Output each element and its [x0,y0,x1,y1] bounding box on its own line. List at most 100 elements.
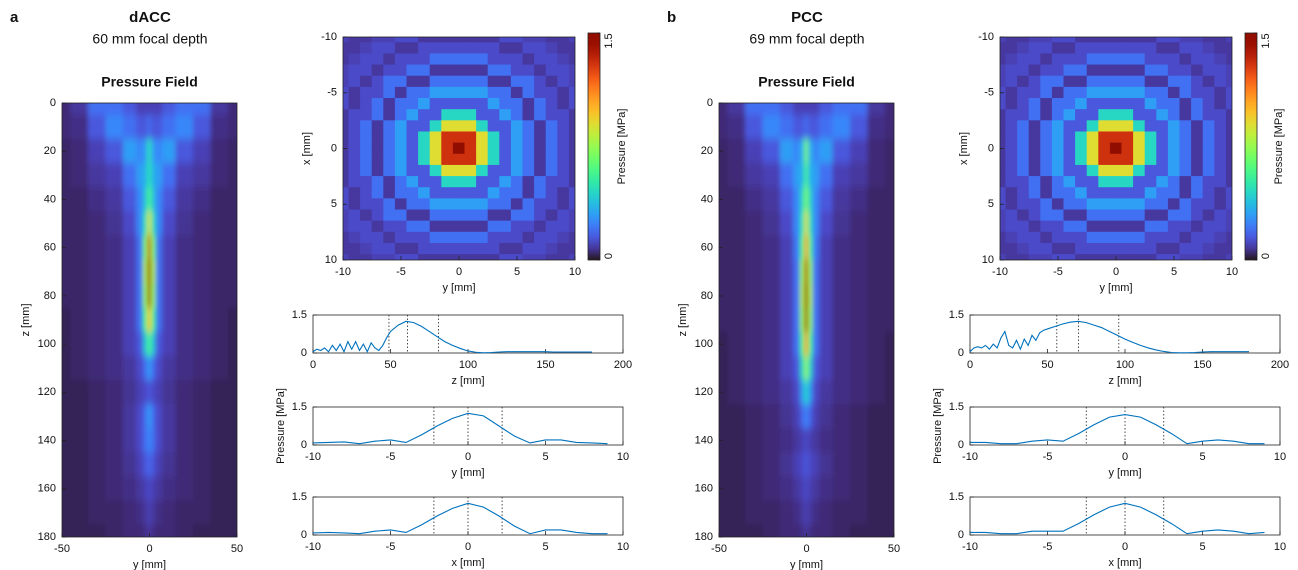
heatmap-cell [464,164,477,177]
heatmap-cell [105,452,124,478]
heatmap-cell [1167,86,1181,99]
heatmap-cell [1109,153,1123,166]
heatmap-cell [371,120,384,133]
heatmap-cell [476,198,489,211]
heatmap-cell [1017,164,1030,177]
heatmap-cell [522,164,535,177]
heatmap-cell [487,131,500,144]
heatmap-cell [804,114,809,140]
heatmap-cell [812,187,820,212]
heatmap-cell [719,211,729,236]
heatmap-cell [849,283,869,309]
heatmap-cell [819,500,834,526]
heatmap-cell [70,235,89,261]
heatmap-cell [105,404,124,429]
heatmap-cell [343,98,350,110]
heatmap-cell [812,476,820,502]
heatmap-cell [1098,86,1111,99]
heatmap-cell [210,114,229,140]
heatmap-cell [849,379,869,405]
heatmap-cell [884,307,894,333]
heatmap-cell [429,42,442,55]
heatmap-cell [87,379,107,405]
heatmap-cell [155,138,163,164]
heatmap-cell [779,114,794,140]
heatmap-cell [1028,131,1041,144]
heatmap-cell [779,355,794,381]
heatmap-cell [1121,198,1134,211]
heatmap-cell [227,187,237,212]
heatmap-cell [383,120,396,133]
heatmap-cell [147,235,152,261]
heatmap-cell [394,198,408,211]
heatmap-cell [162,307,177,333]
heatmap-cell [1000,254,1007,260]
heatmap-cell [394,220,408,233]
y-tick-label: 1.5 [292,309,307,321]
heatmap-cell [1214,64,1227,77]
heatmap-cell [122,103,137,116]
heatmap-cell [1191,242,1204,255]
heatmap-cell [534,231,547,244]
heatmap-cell [793,476,801,502]
heatmap-cell [499,220,512,233]
heatmap-cell [1017,42,1030,55]
heatmap-cell [1156,75,1169,88]
heatmap-cell [744,476,764,502]
heatmap-cell [1000,164,1007,177]
heatmap-cell [147,103,152,116]
heatmap-cell [545,176,558,188]
heatmap-cell [557,176,570,188]
heatmap-cell [87,524,107,537]
heatmap-cell [800,259,806,285]
heatmap-cell [136,452,144,478]
heatmap-cell [452,75,466,88]
heatmap-cell [793,307,801,333]
heatmap-cell [793,114,801,140]
heatmap-cell [1144,131,1157,144]
x-axis-label: x [mm] [452,557,485,569]
heatmap-cell [343,254,350,260]
heatmap-cell [1098,254,1111,260]
heatmap-cell [192,524,212,537]
heatmap-cell [87,404,107,429]
heatmap-cell [155,283,163,309]
heatmap-cell [1075,187,1088,199]
heatmap-cell [155,500,163,526]
heatmap-cell [1225,37,1232,43]
heatmap-cell [1051,153,1065,166]
heatmap-cell [557,153,570,166]
heatmap-cell [1098,142,1111,155]
x-tick-label: -10 [335,266,351,278]
heatmap-cell [487,231,500,244]
heatmap-cell [418,37,431,43]
heatmap-cell [807,452,813,478]
heatmap-cell [1051,209,1065,222]
heatmap-cell [499,120,512,133]
heatmap-cell [779,404,794,429]
heatmap-cell [1109,75,1123,88]
heatmap-cell [155,259,163,285]
heatmap-cell [1133,231,1146,244]
heatmap-cell [464,209,477,222]
heatmap-cell [1017,254,1030,260]
heatmap-cell [800,283,806,309]
heatmap-cell [1179,42,1192,55]
heatmap-cell [1214,242,1227,255]
heatmap-cell [807,307,813,333]
heatmap-cell [371,64,384,77]
heatmap-cell [1040,164,1053,177]
y-tick-label: 0 [958,529,964,541]
heatmap-cell [849,307,869,333]
heatmap-cell [1133,220,1146,233]
heatmap [1000,37,1232,260]
heatmap-cell [557,209,570,222]
heatmap-cell [832,114,851,140]
heatmap-cell [155,114,163,140]
heatmap-cell [568,75,575,88]
data-line [969,320,1249,354]
heatmap-cell [70,187,89,212]
heatmap [343,37,575,260]
heatmap-cell [719,428,729,453]
heatmap-cell [804,103,809,116]
